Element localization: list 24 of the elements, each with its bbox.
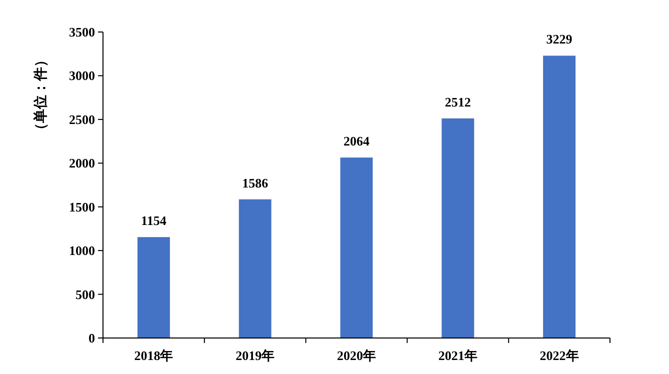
x-tick-label: 2019年: [236, 348, 275, 363]
data-label: 2512: [444, 94, 471, 110]
x-tick-label: 2022年: [540, 348, 579, 363]
bar: [442, 118, 474, 338]
x-tick-label: 2020年: [337, 348, 376, 363]
y-tick-label: 2500: [69, 112, 95, 127]
bar: [137, 237, 170, 338]
data-label: 1586: [242, 175, 269, 190]
y-tick-label: 500: [76, 286, 95, 302]
y-tick-label: 3000: [69, 68, 95, 84]
data-label: 2064: [344, 134, 370, 149]
y-tick-label: 1500: [69, 199, 95, 214]
data-label: 1154: [141, 213, 167, 228]
y-tick-label: 3500: [69, 24, 95, 40]
bar: [340, 158, 373, 338]
data-label: 3229: [546, 32, 573, 47]
y-axis-title: （单位：件）: [33, 53, 49, 137]
bar: [238, 199, 272, 338]
y-tick-label: 0: [88, 330, 95, 346]
y-tick-label: 2000: [69, 156, 95, 171]
x-tick-label: 2018年: [134, 348, 174, 363]
x-tick-label: 2021年: [438, 348, 478, 363]
bar: [543, 56, 576, 338]
y-tick-label: 1000: [69, 243, 95, 258]
